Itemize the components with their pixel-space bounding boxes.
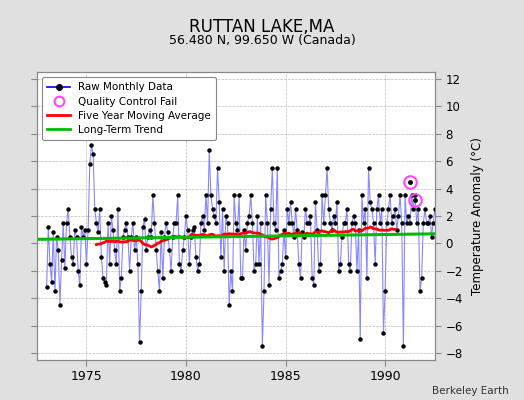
Text: 56.480 N, 99.650 W (Canada): 56.480 N, 99.650 W (Canada) <box>169 34 355 47</box>
Y-axis label: Temperature Anomaly (°C): Temperature Anomaly (°C) <box>471 137 484 295</box>
Legend: Raw Monthly Data, Quality Control Fail, Five Year Moving Average, Long-Term Tren: Raw Monthly Data, Quality Control Fail, … <box>42 77 216 140</box>
Text: RUTTAN LAKE,MA: RUTTAN LAKE,MA <box>189 18 335 36</box>
Text: Berkeley Earth: Berkeley Earth <box>432 386 508 396</box>
